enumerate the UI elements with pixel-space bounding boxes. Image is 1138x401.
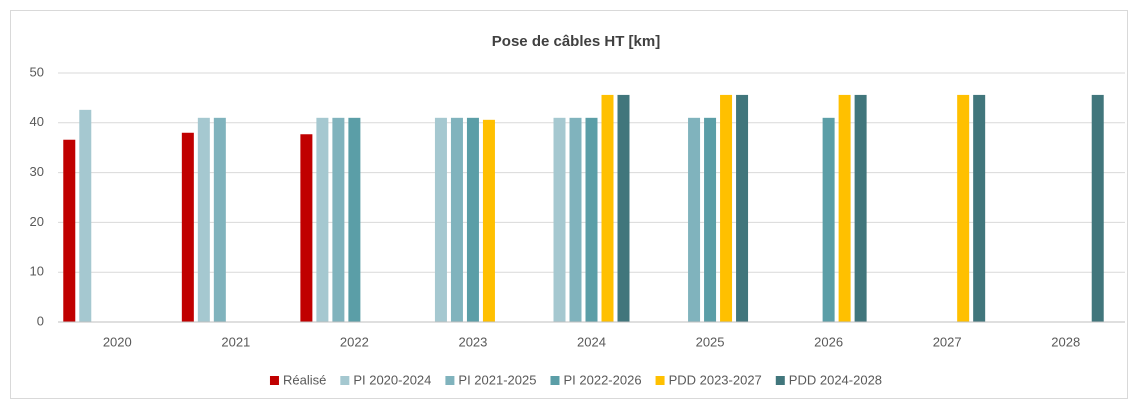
bar [466, 117, 479, 322]
x-tick-label: 2023 [458, 334, 487, 349]
y-tick-label: 20 [30, 214, 44, 229]
chart-title: Pose de câbles HT [km] [492, 33, 660, 50]
bar [569, 117, 582, 322]
bar [300, 134, 313, 322]
y-tick-label: 50 [30, 64, 44, 79]
bar [181, 132, 194, 322]
legend-swatch [655, 376, 665, 385]
bar [720, 94, 733, 322]
legend-label: Réalisé [283, 372, 326, 387]
legend-label: PDD 2024-2028 [789, 372, 882, 387]
bar [348, 117, 361, 322]
legend-label: PI 2022-2026 [563, 372, 641, 387]
bar [63, 139, 76, 322]
bar [585, 117, 598, 322]
legend-swatch [269, 376, 279, 385]
x-tick-label: 2026 [814, 334, 843, 349]
bar [482, 119, 495, 322]
x-tick-label: 2020 [103, 334, 132, 349]
bar [601, 94, 614, 322]
legend-swatch [445, 376, 455, 385]
bar [973, 94, 986, 322]
bar [688, 117, 701, 322]
bar [957, 94, 970, 322]
bar [316, 117, 329, 322]
legend-swatch [340, 376, 350, 385]
y-tick-label: 30 [30, 164, 44, 179]
bar [838, 94, 851, 322]
y-tick-label: 10 [30, 264, 44, 279]
y-tick-label: 0 [37, 313, 44, 328]
legend-label: PI 2021-2025 [458, 372, 536, 387]
bar [854, 94, 867, 322]
x-tick-label: 2022 [340, 334, 369, 349]
x-tick-label: 2027 [933, 334, 962, 349]
x-tick-label: 2024 [577, 334, 606, 349]
bar [617, 94, 630, 322]
bar [736, 94, 749, 322]
bar [704, 117, 717, 322]
y-tick-label: 40 [30, 114, 44, 129]
bar [434, 117, 447, 322]
bar [1091, 94, 1104, 322]
bar [822, 117, 835, 322]
chart-frame [10, 10, 1128, 399]
x-tick-label: 2025 [696, 334, 725, 349]
legend-swatch [775, 376, 785, 385]
x-tick-label: 2021 [221, 334, 250, 349]
legend-label: PDD 2023-2027 [669, 372, 762, 387]
bar [213, 117, 226, 322]
x-tick-label: 2028 [1051, 334, 1080, 349]
bar [332, 117, 345, 322]
bar [197, 117, 210, 322]
bar [450, 117, 463, 322]
legend-label: PI 2020-2024 [353, 372, 431, 387]
bar [553, 117, 566, 322]
legend-swatch [550, 376, 560, 385]
bar [79, 109, 92, 323]
